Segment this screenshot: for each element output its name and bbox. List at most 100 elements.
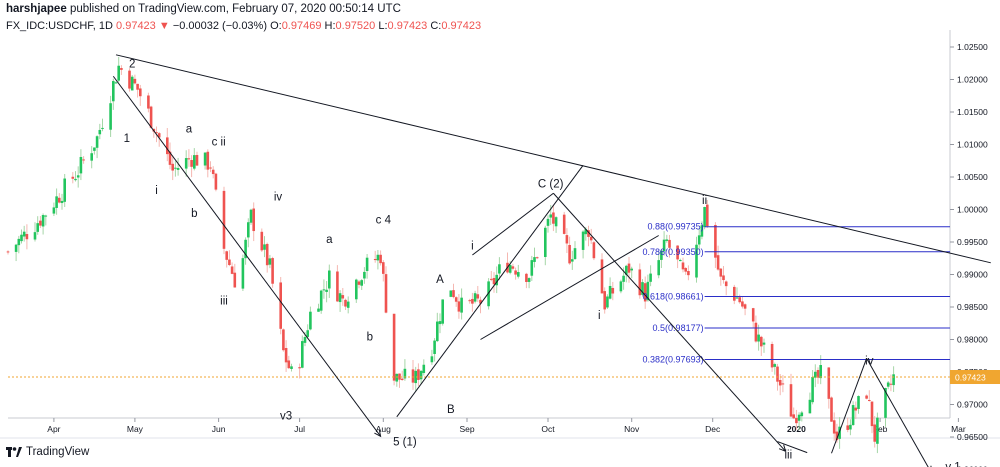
candle-body: [325, 289, 328, 292]
candle-body: [800, 412, 804, 417]
candle-body: [471, 298, 474, 304]
candle-body: [441, 299, 444, 324]
trendline[interactable]: [115, 54, 991, 264]
candle-body: [508, 265, 512, 273]
candle-body: [565, 235, 569, 244]
candle-body: [344, 299, 347, 307]
publisher-name: harshjapee: [6, 3, 67, 15]
candle-body: [265, 243, 269, 266]
candle-body: [476, 294, 480, 299]
wave-label: b: [191, 208, 197, 220]
candle-body: [319, 290, 323, 311]
trendline[interactable]: [777, 441, 808, 454]
candle-body: [857, 396, 860, 409]
candle-body: [60, 200, 64, 204]
candle-body: [422, 364, 426, 374]
candle-body: [627, 263, 631, 273]
down-arrow-icon: ▼: [158, 20, 170, 32]
candle-body: [190, 159, 193, 167]
candle-body: [139, 88, 142, 97]
candle-body: [851, 405, 855, 426]
candle-body: [495, 274, 498, 286]
candle-body: [781, 383, 785, 385]
tradingview-brand: TradingView: [26, 446, 90, 458]
candle-body: [452, 290, 455, 298]
candle-body: [298, 367, 301, 369]
open-value: 0.97469: [281, 20, 322, 32]
candle-body: [392, 313, 396, 381]
close-label: C:: [430, 20, 442, 32]
candle-body: [592, 242, 596, 259]
candle-body: [589, 236, 593, 241]
candle-body: [55, 196, 58, 208]
candle-body: [101, 127, 104, 129]
candle-body: [284, 348, 288, 363]
candle-body: [168, 151, 172, 165]
candle-body: [71, 176, 75, 179]
candle-body: [136, 83, 139, 90]
candle-body: [400, 378, 404, 380]
trendline[interactable]: [472, 192, 554, 256]
candle-body: [468, 300, 471, 302]
candle-body: [549, 214, 552, 218]
close-value: 0.97423: [441, 20, 482, 32]
wave-label: iv: [274, 192, 283, 204]
candle-body: [473, 293, 477, 302]
y-tick-label: 0.96000: [957, 465, 988, 467]
candle-body: [398, 373, 401, 380]
candle-body: [643, 283, 647, 302]
chart-header-ohlc: FX_IDC:USDCHF, 1D 0.97423 ▼ −0.00032 (−0…: [6, 20, 481, 32]
candle-body: [795, 417, 798, 424]
candle-body: [835, 431, 839, 441]
wave-label: i: [155, 185, 158, 197]
candle-body: [58, 197, 61, 203]
fib-level-label: 0.88(0.99735): [648, 222, 704, 232]
candle-body: [244, 239, 247, 259]
candle-body: [360, 280, 363, 286]
candle-body: [868, 400, 871, 402]
candle-body: [865, 395, 868, 399]
wave-label: 1: [124, 133, 130, 145]
candle-body: [498, 264, 501, 274]
trendline[interactable]: [396, 165, 584, 418]
candle-body: [487, 281, 490, 307]
candle-body: [33, 232, 37, 240]
candle-body: [230, 266, 234, 274]
trendline[interactable]: [112, 75, 382, 437]
fib-level-label: 0.382(0.97693): [643, 354, 704, 364]
wave-label: v 1: [945, 461, 960, 467]
candle-body: [303, 337, 307, 343]
candle-body: [98, 129, 102, 135]
high-label: H:: [324, 20, 336, 32]
candle-body: [854, 407, 858, 411]
x-tick-label: Aug: [376, 424, 391, 434]
y-tick-label: 1.00500: [957, 172, 988, 182]
candle-body: [341, 295, 345, 299]
candle-body: [430, 356, 434, 363]
candle-body: [193, 155, 196, 169]
candle-body: [735, 297, 739, 299]
candle-body: [600, 259, 604, 294]
candle-body: [619, 281, 623, 292]
trendline[interactable]: [866, 358, 932, 467]
candle-body: [187, 158, 191, 160]
candle-body: [6, 251, 10, 253]
candle-body: [117, 65, 120, 81]
trendline[interactable]: [480, 235, 659, 340]
chart-header-publisher: harshjapee published on TradingView.com,…: [6, 3, 401, 15]
wave-label: B: [447, 404, 455, 416]
fib-level-label: 0.5(0.98177): [653, 323, 704, 333]
current-price-label: 0.97423: [955, 373, 986, 383]
candle-body: [819, 365, 822, 379]
wave-label: iii: [784, 450, 792, 462]
candle-body: [889, 383, 893, 385]
candle-body: [114, 82, 118, 84]
candle-body: [252, 208, 255, 232]
wave-label: ii: [702, 195, 707, 207]
trendline[interactable]: [553, 192, 786, 452]
candle-body: [228, 259, 231, 266]
trendline[interactable]: [831, 358, 868, 454]
candle-body: [403, 368, 407, 379]
last-price: 0.97423: [116, 20, 156, 32]
